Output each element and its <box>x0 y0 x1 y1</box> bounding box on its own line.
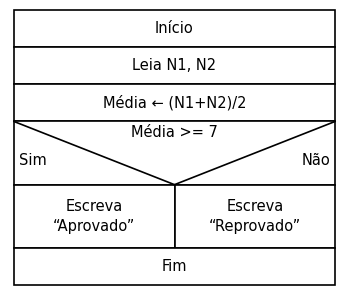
Text: Média >= 7: Média >= 7 <box>131 125 218 140</box>
Text: Leia N1, N2: Leia N1, N2 <box>132 58 217 73</box>
Bar <box>14 84 335 122</box>
Bar <box>14 248 335 285</box>
Text: Início: Início <box>155 21 194 36</box>
Text: Fim: Fim <box>162 259 187 274</box>
Bar <box>14 185 175 248</box>
Text: Média ← (N1+N2)/2: Média ← (N1+N2)/2 <box>103 95 246 111</box>
Bar <box>174 185 335 248</box>
Text: Sim: Sim <box>19 153 47 168</box>
Text: Escreva
“Reprovado”: Escreva “Reprovado” <box>209 199 301 234</box>
Text: Não: Não <box>301 153 330 168</box>
Bar <box>14 122 335 185</box>
Bar <box>14 47 335 84</box>
Text: Escreva
“Aprovado”: Escreva “Aprovado” <box>53 199 135 234</box>
Bar <box>14 10 335 47</box>
